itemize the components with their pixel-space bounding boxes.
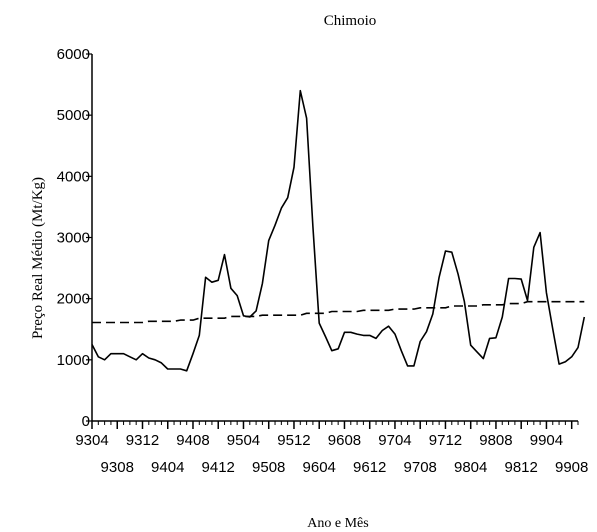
y-tick-label: 0 <box>82 413 90 430</box>
x-tick-label: 9308 <box>101 459 134 476</box>
x-axis-ticks: 9304 9312 9408 9504 9512 9608 9704 9712 9808 9904… <box>75 421 588 476</box>
y-tick-label: 1000 <box>57 352 90 369</box>
x-tick-label: 9508 <box>252 459 285 476</box>
x-tick-label: 9804 <box>454 459 487 476</box>
y-axis-ticks: 0 1000 2000 3000 4000 5000 6000 <box>57 46 92 430</box>
y-tick-label: 5000 <box>57 107 90 124</box>
x-axis-label: Ano e Mês <box>307 516 368 531</box>
x-tick-label: 9412 <box>202 459 235 476</box>
y-tick-label: 6000 <box>57 46 90 63</box>
x-tick-label: 9312 <box>126 432 159 449</box>
x-tick-label: 9604 <box>303 459 336 476</box>
y-tick-label: 2000 <box>57 291 90 308</box>
y-axis-label: Preço Real Médio (Mt/Kg) <box>30 177 46 339</box>
series-group <box>91 89 586 372</box>
x-tick-label: 9304 <box>75 432 108 449</box>
chart-title: Chimoio <box>324 13 377 29</box>
x-tick-label: 9904 <box>530 432 563 449</box>
x-tick-label: 9704 <box>378 432 411 449</box>
x-tick-label: 9404 <box>151 459 184 476</box>
x-tick-label: 9612 <box>353 459 386 476</box>
x-tick-label: 9708 <box>404 459 437 476</box>
x-tick-label: 9712 <box>429 432 462 449</box>
price-series-line <box>91 89 586 372</box>
x-tick-label: 9408 <box>176 432 209 449</box>
x-tick-label: 9808 <box>479 432 512 449</box>
trend-line <box>92 300 585 324</box>
y-tick-label: 3000 <box>57 230 90 247</box>
x-tick-label: 9812 <box>505 459 538 476</box>
x-tick-label: 9608 <box>328 432 361 449</box>
x-tick-label: 9512 <box>277 432 310 449</box>
y-tick-label: 4000 <box>57 168 90 185</box>
x-tick-label: 9908 <box>555 459 588 476</box>
x-tick-label: 9504 <box>227 432 260 449</box>
